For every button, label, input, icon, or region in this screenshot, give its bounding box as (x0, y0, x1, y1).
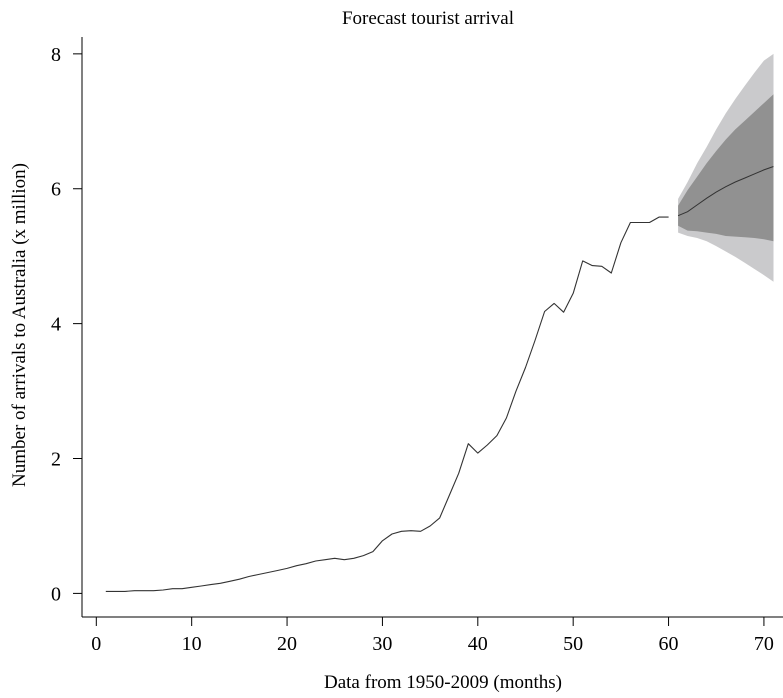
y-tick-label: 4 (51, 314, 61, 336)
y-tick-label: 0 (51, 583, 61, 605)
x-tick-label: 10 (182, 633, 202, 655)
x-axis-label: Data from 1950-2009 (months) (324, 672, 562, 693)
x-tick-label: 60 (659, 633, 679, 655)
y-tick-label: 8 (51, 44, 61, 66)
observed-series-line (105, 216, 669, 592)
forecast-mean-line (677, 166, 774, 217)
x-tick-label: 20 (277, 633, 297, 655)
forecast-bands (677, 53, 774, 282)
y-tick-label: 6 (51, 179, 61, 201)
y-axis-label: Number of arrivals to Australia (x milli… (9, 163, 30, 487)
x-tick-label: 50 (563, 633, 583, 655)
x-tick-label: 30 (372, 633, 392, 655)
plot-area: 0 10 20 30 40 50 60 70 0 2 4 6 8 (51, 37, 783, 655)
y-tick-label: 2 (51, 449, 61, 471)
x-tick-label: 70 (754, 633, 774, 655)
x-tick-label: 0 (91, 633, 101, 655)
forecast-band-80 (678, 94, 774, 242)
chart-title: Forecast tourist arrival (342, 8, 514, 29)
x-tick-label: 40 (468, 633, 488, 655)
